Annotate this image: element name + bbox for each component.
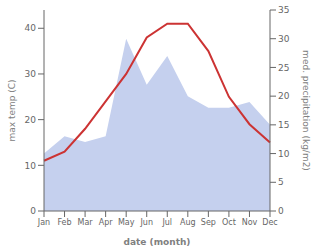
svg-text:Nov: Nov [242,218,258,227]
svg-text:0: 0 [278,206,284,216]
svg-text:40: 40 [25,23,37,33]
svg-text:10: 10 [278,149,290,159]
svg-text:Sep: Sep [201,218,216,227]
svg-text:Jul: Jul [161,218,172,227]
svg-text:5: 5 [278,177,284,187]
svg-text:max temp (C): max temp (C) [8,79,17,141]
svg-text:Aug: Aug [180,218,196,227]
svg-text:10: 10 [25,161,37,171]
svg-text:Jan: Jan [37,218,50,227]
svg-text:Apr: Apr [99,218,114,227]
svg-text:Mar: Mar [78,218,94,227]
svg-text:30: 30 [25,69,37,79]
svg-text:med. precipitation (kg/m2): med. precipitation (kg/m2) [301,50,310,171]
svg-text:15: 15 [278,120,289,130]
svg-text:25: 25 [278,63,289,73]
svg-text:0: 0 [30,206,36,216]
svg-text:20: 20 [278,91,290,101]
svg-text:Feb: Feb [57,218,71,227]
svg-text:Jun: Jun [139,218,153,227]
svg-text:date (month): date (month) [124,237,191,247]
svg-text:Oct: Oct [222,218,236,227]
svg-text:May: May [118,218,135,227]
svg-text:Dec: Dec [262,218,277,227]
svg-text:35: 35 [278,5,289,15]
svg-text:30: 30 [278,34,290,44]
svg-text:20: 20 [25,115,37,125]
